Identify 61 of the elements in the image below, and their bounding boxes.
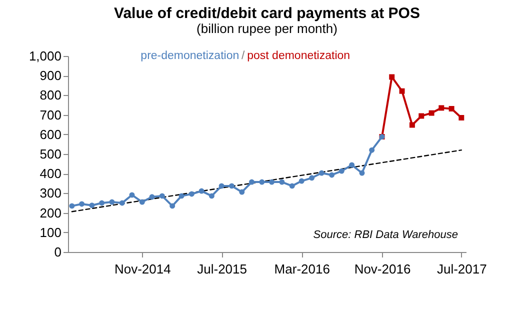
annotation: /: [242, 50, 246, 62]
point: [318, 170, 324, 176]
y-tick-label: 400: [40, 166, 62, 182]
x-tick-label: Jul-2017: [436, 262, 487, 276]
text: post demonetization: [247, 50, 350, 62]
point: [159, 193, 165, 199]
point: [109, 199, 115, 205]
point: [178, 193, 184, 199]
point: [188, 191, 194, 197]
point: [228, 183, 234, 189]
point: [399, 88, 405, 94]
point: [298, 178, 304, 184]
y-tick-label: 900: [40, 68, 62, 84]
point: [418, 113, 424, 119]
chart-subtitle: (billion rupee per month): [196, 21, 338, 36]
point: [198, 188, 204, 194]
point: [239, 189, 245, 195]
point: [409, 122, 415, 128]
point: [329, 172, 335, 178]
x-tick-label: Nov-2014: [114, 262, 171, 276]
x-tick-label: Nov-2016: [354, 262, 411, 276]
point: [249, 179, 254, 185]
point: [359, 170, 365, 176]
point: [259, 179, 265, 185]
y-tick-label: 100: [40, 224, 62, 240]
point: [438, 105, 444, 111]
y-tick-label: 1,000: [28, 48, 62, 64]
y-tick-label: 500: [40, 146, 62, 162]
text: pre-demonetization: [140, 50, 240, 62]
y-tick-label: 200: [40, 205, 62, 220]
point: [170, 203, 176, 209]
annotation: Source: RBI Data Warehouse: [313, 229, 458, 241]
y-tick-label: 600: [40, 126, 62, 142]
point: [458, 115, 464, 120]
chart-title: Value of credit/debit card payments at POS: [114, 5, 420, 22]
point: [69, 203, 75, 209]
point: [129, 192, 135, 198]
point: [309, 175, 315, 181]
x-tick-label: Jul-2015: [197, 262, 247, 276]
point: [89, 202, 95, 208]
point: [389, 74, 395, 80]
point: [448, 106, 454, 112]
y-tick-label: 0: [54, 244, 62, 260]
point: [99, 200, 105, 206]
point: [139, 199, 145, 205]
y-tick-label: 300: [40, 186, 62, 201]
point: [428, 110, 434, 116]
point: [279, 179, 285, 185]
point: [208, 193, 214, 199]
point: [269, 179, 274, 185]
y-tick-label: 700: [40, 107, 62, 122]
point: [289, 183, 295, 189]
point: [149, 194, 155, 200]
point: [218, 183, 224, 189]
y-tick-label: 800: [40, 88, 62, 103]
x-tick-label: Mar-2016: [274, 262, 330, 276]
point: [119, 200, 125, 206]
point: [369, 147, 375, 153]
point: [79, 201, 85, 207]
point: [338, 168, 344, 174]
point: [349, 162, 355, 168]
